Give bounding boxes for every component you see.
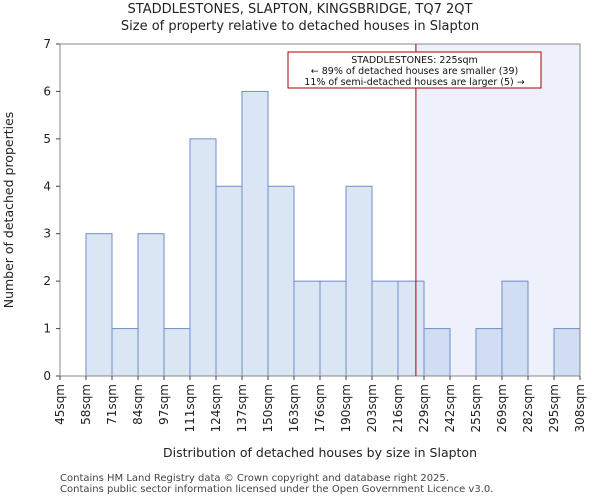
y-axis-title: Number of detached properties	[1, 112, 16, 309]
chart-title: STADDLESTONES, SLAPTON, KINGSBRIDGE, TQ7…	[127, 2, 473, 17]
x-tick-label: 295sqm	[547, 384, 561, 432]
x-tick-label: 255sqm	[469, 384, 483, 432]
bar-58sqm	[85, 233, 113, 377]
x-tick-label: 163sqm	[287, 384, 301, 432]
y-tick-label: 7	[43, 37, 51, 51]
bar-216sqm	[397, 280, 425, 377]
bar-124sqm	[215, 185, 243, 377]
bar-269sqm	[501, 280, 529, 377]
bar-97sqm	[163, 328, 191, 377]
y-tick-label: 2	[43, 274, 51, 288]
x-tick-label: 58sqm	[79, 384, 93, 425]
chart-subtitle: Size of property relative to detached ho…	[120, 19, 480, 34]
y-tick-label: 0	[43, 369, 51, 383]
x-tick-label: 242sqm	[443, 384, 457, 432]
annotation-line-2: ← 89% of detached houses are smaller (39…	[311, 66, 518, 77]
x-axis-title: Distribution of detached houses by size …	[163, 445, 477, 460]
x-tick-label: 71sqm	[105, 384, 119, 425]
bar-295sqm	[553, 328, 581, 377]
highlight-region	[415, 44, 580, 376]
bar-111sqm	[189, 138, 217, 377]
x-tick-label: 124sqm	[209, 384, 223, 432]
bar-163sqm	[293, 280, 321, 377]
y-tick-label: 4	[43, 179, 51, 193]
x-tick-label: 229sqm	[417, 384, 431, 432]
x-tick-label: 190sqm	[339, 384, 353, 432]
footer-licence: Contains public sector information licen…	[60, 484, 494, 495]
x-tick-label: 308sqm	[573, 384, 587, 432]
y-tick-label: 1	[43, 322, 51, 336]
x-tick-label: 150sqm	[261, 384, 275, 432]
bar-203sqm	[371, 280, 399, 377]
y-tick-label: 5	[43, 132, 51, 146]
annotation-box	[287, 51, 542, 89]
bar-176sqm	[319, 280, 347, 377]
bar-84sqm	[137, 233, 165, 377]
x-tick-label: 216sqm	[391, 384, 405, 432]
annotation-line-1: STADDLESTONES: 225sqm	[351, 55, 478, 66]
x-tick-label: 269sqm	[495, 384, 509, 432]
bar-150sqm	[267, 185, 295, 377]
bar-190sqm	[345, 185, 373, 377]
bar-255sqm	[475, 328, 503, 377]
x-tick-label: 203sqm	[365, 384, 379, 432]
x-tick-label: 111sqm	[183, 384, 197, 432]
footer-copyright: Contains HM Land Registry data © Crown c…	[60, 473, 449, 484]
x-tick-label: 282sqm	[521, 384, 535, 432]
y-tick-label: 6	[43, 84, 51, 98]
x-tick-label: 137sqm	[235, 384, 249, 432]
x-tick-label: 176sqm	[313, 384, 327, 432]
x-tick-label: 97sqm	[157, 384, 171, 425]
x-tick-label: 45sqm	[53, 384, 67, 425]
x-tick-label: 84sqm	[131, 384, 145, 425]
bar-71sqm	[111, 328, 139, 377]
bar-137sqm	[241, 90, 269, 377]
y-tick-label: 3	[43, 227, 51, 241]
annotation-line-3: 11% of semi-detached houses are larger (…	[304, 77, 524, 88]
bar-229sqm	[423, 328, 451, 377]
histogram-chart: STADDLESTONES: 225sqm← 89% of detached h…	[1, 37, 587, 460]
